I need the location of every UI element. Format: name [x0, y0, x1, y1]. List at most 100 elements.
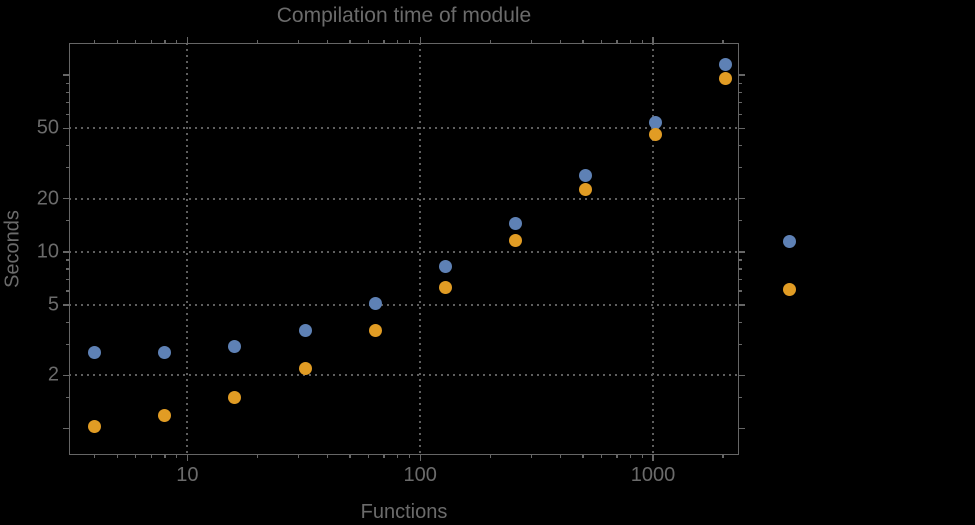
x-tick-bottom-5 [116, 455, 119, 458]
x-tick-bottom-7 [150, 455, 153, 458]
x-tick-bottom-4 [94, 455, 96, 458]
point-blue-x8 [158, 345, 172, 359]
y-tick-right-1.5 [739, 396, 742, 399]
x-tick-top-300 [530, 40, 532, 43]
y-tick-right-30 [739, 166, 742, 169]
x-tick-top-200 [489, 40, 491, 43]
y-tick-right-1 [739, 428, 745, 430]
x-tick-bottom-20 [256, 455, 259, 458]
y-axis-label: Seconds [1, 210, 24, 288]
y-tick-left-90 [66, 82, 69, 84]
x-tick-bottom-600 [600, 455, 603, 458]
y-tick-right-20 [739, 198, 745, 200]
gridline-y-5 [69, 304, 739, 307]
point-orange-x16 [228, 391, 242, 405]
y-tick-right-10 [739, 251, 745, 253]
x-tick-top-1000 [652, 37, 654, 43]
x-tick-bottom-10 [186, 455, 189, 461]
point-blue-x32 [298, 323, 312, 337]
x-tick-bottom-300 [530, 455, 532, 458]
x-tick-bottom-900 [641, 455, 644, 458]
gridline-y-10 [69, 250, 739, 253]
gridline-y-50 [69, 127, 739, 130]
point-orange-x1024 [648, 128, 662, 142]
y-tick-left-9 [66, 259, 69, 261]
x-tick-bottom-90 [408, 455, 411, 458]
point-blue-x64 [368, 297, 382, 311]
point-orange-x8 [158, 409, 172, 423]
x-axis-label: Functions [360, 501, 448, 523]
point-orange-x32 [298, 361, 312, 375]
gridline-x-10 [186, 43, 189, 455]
chart-title: Compilation time of module [276, 4, 532, 27]
y-tick-right-3 [739, 343, 742, 346]
y-tick-left-1.5 [66, 396, 69, 399]
x-tick-label-10: 10 [176, 464, 199, 486]
y-tick-right-5 [739, 304, 745, 306]
y-tick-right-50 [739, 127, 745, 130]
x-tick-top-60 [367, 40, 370, 43]
y-tick-left-6 [66, 290, 69, 292]
y-tick-label-2: 2 [47, 363, 59, 386]
x-tick-bottom-80 [396, 455, 399, 458]
x-tick-bottom-60 [367, 455, 370, 458]
plot-frame [69, 43, 739, 455]
x-tick-top-800 [629, 40, 632, 43]
gridline-y-20 [69, 197, 739, 200]
x-tick-bottom-50 [349, 455, 351, 458]
y-tick-right-7 [739, 278, 742, 280]
gridline-y-2 [69, 374, 739, 377]
y-tick-right-90 [739, 82, 742, 84]
point-blue-x512 [578, 169, 592, 183]
x-tick-label-1000: 1000 [630, 464, 676, 486]
y-tick-left-5 [63, 304, 69, 306]
x-tick-label-100: 100 [403, 464, 437, 486]
point-blue-x1024 [648, 115, 662, 129]
y-tick-right-4 [739, 321, 742, 323]
x-tick-top-90 [408, 40, 411, 43]
y-tick-left-4 [66, 321, 69, 323]
x-tick-top-100 [419, 37, 421, 43]
y-tick-right-9 [739, 259, 742, 261]
x-tick-bottom-8 [164, 455, 166, 458]
legend-marker-orange [782, 282, 796, 296]
x-tick-bottom-400 [559, 455, 562, 458]
x-tick-top-600 [600, 40, 603, 43]
y-tick-left-15 [66, 220, 69, 222]
legend-marker-blue [782, 234, 796, 248]
x-tick-top-500 [582, 40, 584, 43]
x-tick-top-9 [176, 40, 178, 43]
y-tick-right-2 [739, 374, 745, 377]
x-tick-bottom-30 [297, 455, 300, 458]
x-tick-top-4 [94, 40, 96, 43]
point-orange-x512 [578, 182, 592, 196]
y-tick-label-10: 10 [36, 240, 59, 263]
point-blue-x4 [88, 345, 102, 359]
x-tick-bottom-1000 [652, 455, 654, 461]
y-tick-left-1 [63, 428, 69, 430]
x-tick-top-2000 [722, 40, 724, 43]
y-tick-right-8 [739, 268, 742, 270]
y-tick-right-6 [739, 290, 742, 292]
x-tick-top-8 [164, 40, 166, 43]
x-tick-bottom-500 [582, 455, 584, 458]
y-tick-left-2 [63, 374, 69, 377]
x-tick-top-5 [116, 40, 119, 43]
y-tick-label-5: 5 [47, 293, 59, 316]
x-tick-top-6 [135, 40, 137, 43]
y-tick-left-60 [66, 113, 69, 116]
y-tick-left-20 [63, 198, 69, 200]
point-orange-x128 [438, 280, 452, 294]
x-tick-bottom-100 [419, 455, 421, 461]
y-tick-left-100 [63, 74, 69, 76]
x-tick-top-900 [641, 40, 644, 43]
point-blue-x128 [438, 259, 452, 273]
x-tick-top-40 [326, 40, 329, 43]
x-tick-top-20 [256, 40, 259, 43]
x-tick-bottom-9 [176, 455, 178, 458]
x-tick-top-70 [383, 40, 385, 43]
x-tick-top-7 [150, 40, 153, 43]
point-orange-x2048 [719, 71, 733, 85]
x-tick-top-400 [559, 40, 562, 43]
y-tick-right-15 [739, 220, 742, 222]
